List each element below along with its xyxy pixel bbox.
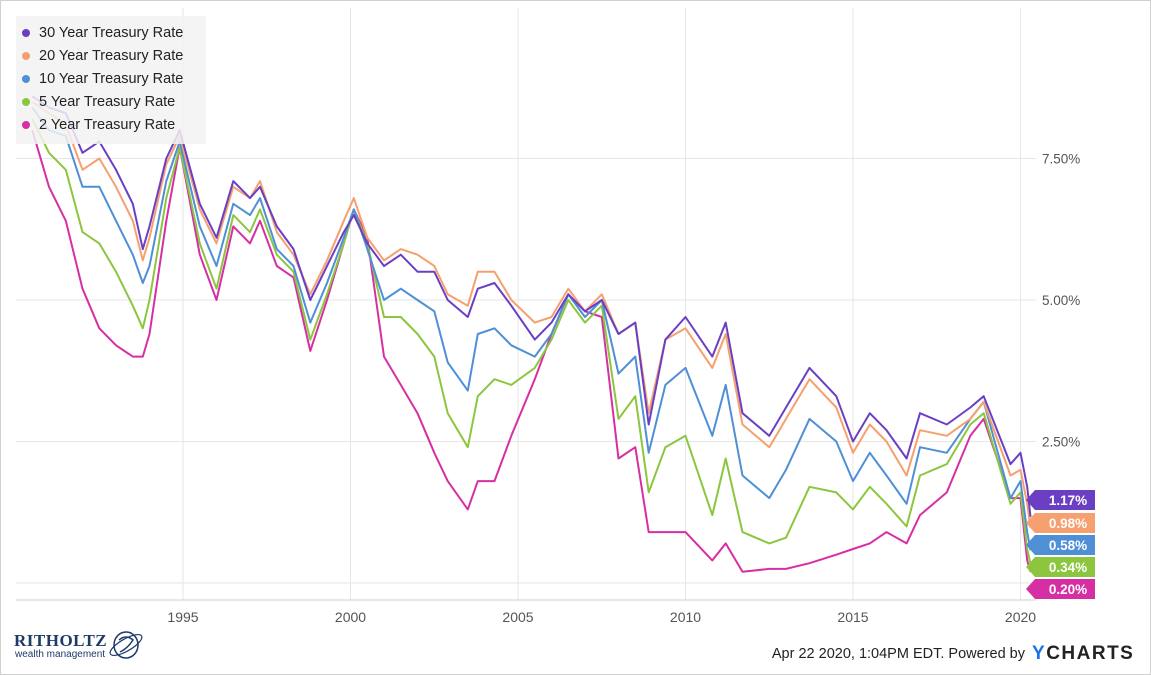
legend-swatch [22,98,30,106]
legend-swatch [22,75,30,83]
legend-label: 30 Year Treasury Rate [39,25,184,41]
logo-subtitle: wealth management [15,649,106,660]
series-line-10-year [31,107,1032,551]
x-tick-label: 2015 [837,609,868,625]
logo-emblem-icon [109,631,143,659]
x-tick-label: 1995 [167,609,198,625]
y-tick-label: 7.50% [1042,152,1080,167]
last-value-badge: 0.58% [1026,535,1095,555]
legend-item[interactable]: 10 Year Treasury Rate [22,68,183,90]
legend-item[interactable]: 30 Year Treasury Rate [22,22,183,44]
x-tick-label: 2005 [502,609,533,625]
last-value-badge: 0.34% [1026,557,1095,577]
legend-item[interactable]: 20 Year Treasury Rate [22,45,183,67]
ycharts-y: Y [1032,643,1047,664]
legend-item[interactable]: 5 Year Treasury Rate [22,91,175,113]
last-value-badge: 1.17% [1026,490,1095,510]
last-value-badge: 0.98% [1026,513,1095,533]
x-tick-label: 2000 [335,609,366,625]
legend-swatch [22,29,30,37]
series-line-5-year [31,118,1032,565]
legend-item[interactable]: 2 Year Treasury Rate [22,114,175,136]
x-tick-label: 2020 [1005,609,1036,625]
timestamp-text: Apr 22 2020, 1:04PM EDT. [771,646,945,662]
legend-label: 5 Year Treasury Rate [39,94,176,110]
grid-layer [16,8,1036,600]
series-line-2-year [31,129,1032,573]
legend-label: 2 Year Treasury Rate [39,117,176,133]
powered-by-text: Powered by [948,646,1025,662]
logo-name: RITHOLTZ [14,631,108,650]
ycharts-logo[interactable]: YCHARTS [1032,643,1134,665]
legend-label: 20 Year Treasury Rate [39,48,184,64]
ycharts-text: CHARTS [1046,643,1135,664]
ritholtz-logo: RITHOLTZ wealth management [14,628,149,664]
last-value-badge: 0.20% [1026,579,1095,599]
legend-swatch [22,52,30,60]
series-line-20-year [31,101,1032,528]
y-tick-label: 2.50% [1042,435,1080,450]
legend-swatch [22,121,30,129]
legend-label: 10 Year Treasury Rate [39,71,184,87]
y-tick-label: 5.00% [1042,293,1080,308]
series-layer [31,95,1032,573]
x-tick-label: 2010 [670,609,701,625]
legend: 30 Year Treasury Rate 20 Year Treasury Ra… [16,16,206,144]
footer-timestamp: Apr 22 2020, 1:04PM EDT. Powered by [772,646,1025,662]
axis-layer: 2.50% 5.00% 7.50% 1995 2000 2005 2010 2015 2020 [16,152,1080,625]
